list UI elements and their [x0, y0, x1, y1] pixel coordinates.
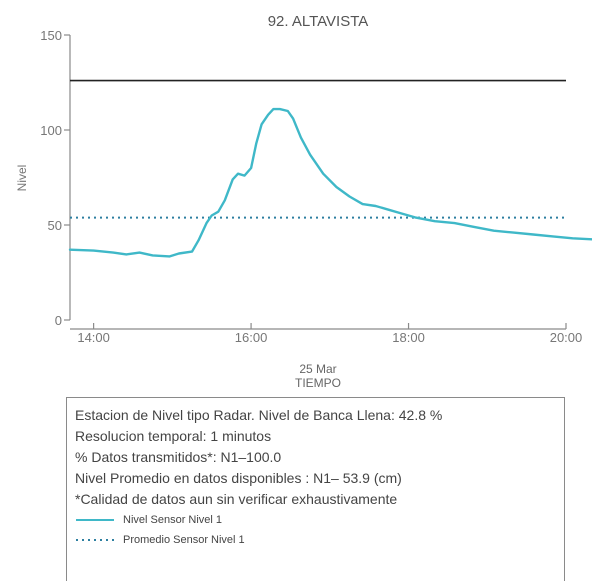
info-line-nivel-promedio: Nivel Promedio en datos disponibles : N1… [75, 470, 402, 486]
chart-title: 92. ALTAVISTA [268, 13, 369, 30]
x-axis-label: TIEMPO [295, 376, 341, 390]
y-axis-label: Nivel [15, 165, 29, 192]
x-tick-label: 20:00 [550, 330, 583, 345]
info-line-resolucion: Resolucion temporal: 1 minutos [75, 428, 272, 444]
chart: 92. ALTAVISTA Nivel 0 50 100 150 14:00 16:00… [15, 13, 592, 390]
x-axis: 14:00 16:00 18:00 20:00 [70, 323, 582, 345]
legend-label: Promedio Sensor Nivel 1 [123, 534, 245, 546]
plot-lines [68, 79, 592, 258]
legend-swatch-dotted [76, 539, 114, 541]
legend-item-nivel-sensor: Nivel Sensor Nivel 1 [75, 510, 556, 530]
y-tick-label: 150 [40, 28, 62, 43]
info-line-datos-transmitidos: % Datos transmitidos*: N1–100.0 [75, 449, 282, 465]
info-box: Estacion de Nivel tipo Radar. Nivel de B… [66, 397, 565, 581]
legend-item-promedio-sensor: Promedio Sensor Nivel 1 [75, 530, 556, 550]
series-line-nivel [68, 107, 592, 258]
info-line-calidad: *Calidad de datos aun sin verificar exha… [75, 491, 398, 507]
y-tick-label: 50 [48, 218, 62, 233]
x-tick-label: 16:00 [235, 330, 268, 345]
legend-label: Nivel Sensor Nivel 1 [123, 514, 223, 526]
y-tick-label: 100 [40, 123, 62, 138]
legend-swatch-solid [76, 519, 114, 521]
x-axis-date-label: 25 Mar [299, 362, 336, 376]
y-tick-label: 0 [55, 313, 62, 328]
info-line-banca-llena: Estacion de Nivel tipo Radar. Nivel de B… [75, 407, 443, 423]
x-tick-label: 18:00 [392, 330, 425, 345]
y-axis: 0 50 100 150 [40, 28, 71, 328]
x-tick-label: 14:00 [77, 330, 110, 345]
